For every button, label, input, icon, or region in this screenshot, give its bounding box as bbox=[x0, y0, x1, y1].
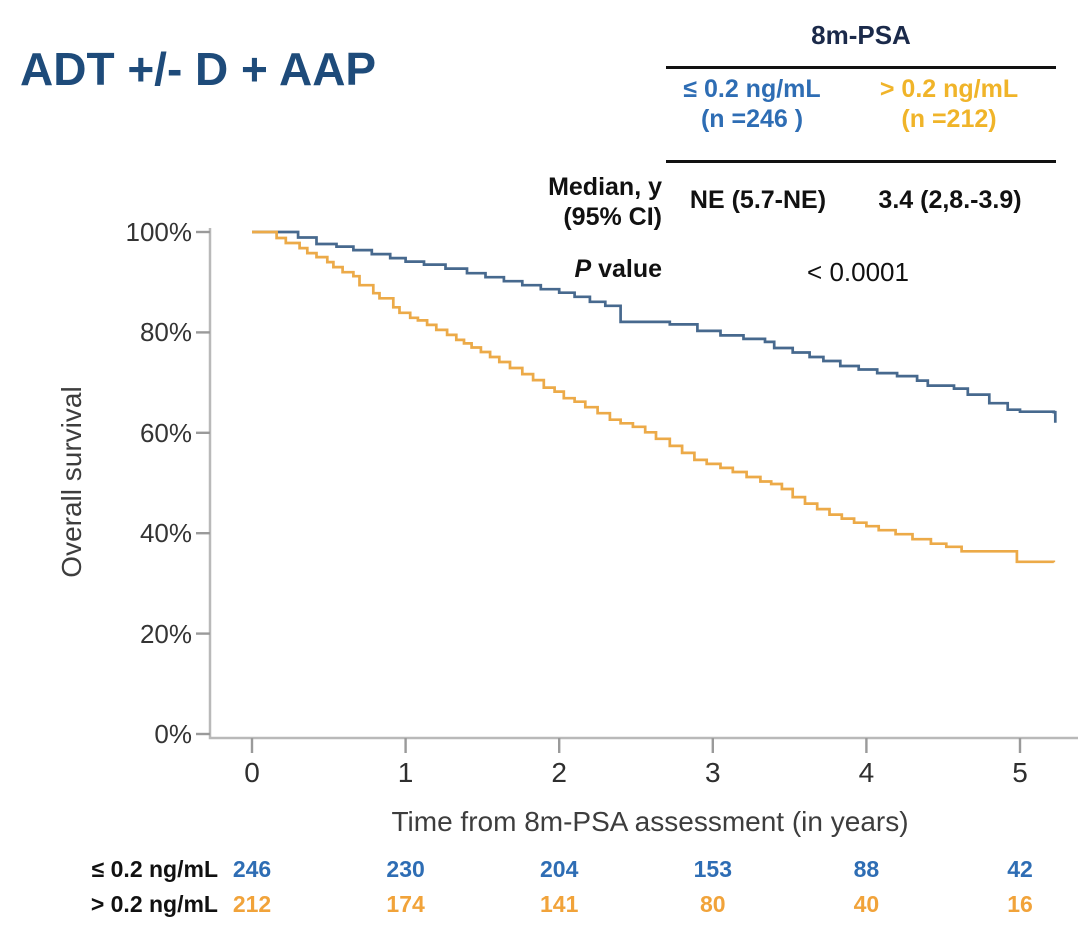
risk-count: 88 bbox=[853, 856, 880, 882]
risk-count: 204 bbox=[540, 856, 579, 882]
median-row-label: Median, y (95% CI) bbox=[440, 172, 662, 232]
axis-lines bbox=[208, 228, 1078, 740]
column-header-gt02: > 0.2 ng/mL (n =212) bbox=[846, 74, 1052, 134]
pvalue-label-rest: value bbox=[591, 255, 662, 283]
x-tick-label: 3 bbox=[705, 757, 721, 788]
pvalue-label-italic: P bbox=[574, 255, 592, 283]
risk-count: 80 bbox=[700, 891, 726, 917]
y-tick-label: 80% bbox=[139, 317, 192, 348]
risk-count: 40 bbox=[853, 891, 880, 917]
x-tick-label: 2 bbox=[551, 757, 567, 788]
column-header-le02-n: (n =246 ) bbox=[700, 105, 804, 133]
column-header-gt02-label: > 0.2 ng/mL bbox=[879, 75, 1019, 103]
risk-count: 153 bbox=[693, 856, 732, 882]
risk-count: 246 bbox=[232, 856, 272, 882]
y-tick-label: 60% bbox=[139, 417, 192, 448]
table-rule-top bbox=[666, 66, 1056, 69]
pvalue-value: < 0.0001 bbox=[807, 257, 909, 287]
pvalue-row-label: P value bbox=[440, 254, 662, 284]
median-value-gt02: 3.4 (2,8.-3.9) bbox=[878, 186, 1022, 214]
x-tick-label: 0 bbox=[244, 757, 260, 788]
risk-count: 16 bbox=[1007, 891, 1033, 917]
y-tick-label: 20% bbox=[139, 618, 192, 649]
y-tick-label: 0% bbox=[154, 719, 192, 749]
median-value-le02: NE (5.7-NE) bbox=[689, 186, 827, 214]
y-axis-title: Overall survival bbox=[56, 386, 87, 578]
x-tick-label: 5 bbox=[1012, 757, 1028, 788]
table-rule-mid bbox=[666, 160, 1056, 163]
risk-count: 174 bbox=[386, 891, 425, 917]
risk-row-label-gt02: > 0.2 ng/mL bbox=[90, 891, 218, 917]
median-row-label-line2: (95% CI) bbox=[563, 203, 662, 231]
y-tick-label: 100% bbox=[125, 217, 193, 247]
risk-count: 42 bbox=[1007, 856, 1033, 882]
km-curve-0 bbox=[252, 230, 1057, 423]
risk-row-label-le02: ≤ 0.2 ng/mL bbox=[91, 856, 218, 882]
median-row-label-line1: Median, y bbox=[548, 173, 662, 201]
column-header-gt02-n: (n =212) bbox=[901, 105, 997, 133]
km-curve-1 bbox=[252, 230, 1056, 564]
column-header-le02: ≤ 0.2 ng/mL (n =246 ) bbox=[662, 74, 842, 134]
psa-table-header: 8m-PSA bbox=[811, 20, 911, 50]
risk-count: 141 bbox=[540, 891, 579, 917]
column-header-le02-label: ≤ 0.2 ng/mL bbox=[683, 75, 821, 103]
risk-count: 230 bbox=[386, 856, 425, 882]
y-tick-label: 40% bbox=[139, 518, 192, 549]
risk-count: 212 bbox=[232, 891, 272, 917]
slide-title: ADT +/- D + AAP bbox=[20, 43, 377, 95]
x-tick-label: 4 bbox=[858, 757, 875, 788]
x-tick-label: 1 bbox=[397, 757, 414, 788]
x-axis-title: Time from 8m-PSA assessment (in years) bbox=[391, 806, 909, 837]
